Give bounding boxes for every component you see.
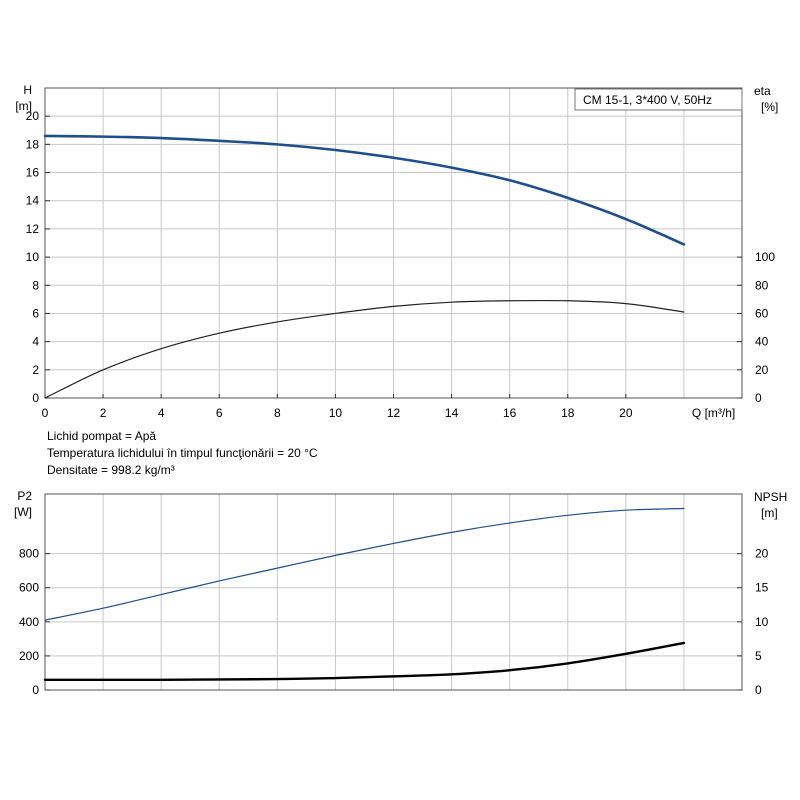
panel1-title-box [574,88,743,111]
panel1-series-eta [44,299,685,399]
panel2-left-tick-label: 200 [19,649,39,663]
panel2-left-tick-label: 600 [19,581,39,595]
panel1-left-tick-label: 14 [26,194,40,208]
panel2-right-axis-name: NPSH [754,490,787,504]
panel1-left-tick-label: 16 [26,166,40,180]
panel1-right-tick-label: 40 [755,335,769,349]
panel2-left-tick-label: 800 [19,547,39,561]
panel1-right-tick-label: 100 [755,250,775,264]
panel1-right-tick-label: 80 [755,278,769,292]
panel2-right-axis-unit: [m] [761,506,778,520]
panel2-left-axis-name: P2 [17,489,32,503]
panel2-right-tick-label: 0 [755,683,762,697]
panel1-left-tick-label: 10 [26,250,40,264]
panel1-x-tick-label: 14 [445,406,459,420]
panel1-x-tick-label: 20 [619,406,633,420]
panel2-left-tick-label: 0 [32,683,39,697]
panel1-left-tick-label: 0 [32,391,39,405]
panel1-title: CM 15-1, 3*400 V, 50Hz [583,93,712,107]
panel1-x-tick-label: 8 [274,406,281,420]
panel1-x-axis-label: Q [m³/h] [692,406,735,420]
panel1-x-tick-label: 16 [503,406,517,420]
panel1-left-tick-label: 12 [26,222,40,236]
panel1-left-tick-label: 6 [32,306,39,320]
panel1-left-tick-label: 20 [26,109,40,123]
panel1-left-tick-label: 18 [26,137,40,151]
panel1-left-axis-name: H [23,83,32,97]
panel1-left-tick-label: 4 [32,335,39,349]
panel1-left-tick-label: 8 [32,278,39,292]
panel1-x-tick-label: 4 [158,406,165,420]
fluid-label: Lichid pompat = Apă [47,429,157,443]
panel1-x-tick-label: 12 [387,406,401,420]
panel1-x-tick-label: 10 [329,406,343,420]
panel2-right-tick-label: 15 [755,581,769,595]
panel1-series-h [43,134,686,246]
panel2-series-p2 [44,507,685,621]
panel1-right-axis-name: eta [754,84,771,98]
panel1-right-tick-label: 60 [755,306,769,320]
panel2-right-tick-label: 10 [755,615,769,629]
density-label: Densitate = 998.2 kg/m³ [47,463,175,477]
temperature-label: Temperatura lichidului în timpul funcţio… [47,446,318,460]
panel1-left-tick-label: 2 [32,363,39,377]
panel1-x-tick-label: 18 [561,406,575,420]
panel1-left-axis-unit: [m] [15,99,32,113]
panel1-right-tick-label: 0 [755,391,762,405]
panel1-right-tick-label: 20 [755,363,769,377]
panel2-left-tick-label: 400 [19,615,39,629]
panel2-right-tick-label: 5 [755,649,762,663]
panel1-x-tick-label: 6 [216,406,223,420]
panel2-frame [44,493,743,691]
panel1-x-tick-label: 0 [42,406,49,420]
panel2-left-axis-unit: [W] [14,505,32,519]
panel1-right-axis-unit: [%] [761,100,778,114]
panel1-x-tick-label: 2 [100,406,107,420]
panel2-right-tick-label: 20 [755,547,769,561]
panel2-series-npsh [43,641,686,682]
